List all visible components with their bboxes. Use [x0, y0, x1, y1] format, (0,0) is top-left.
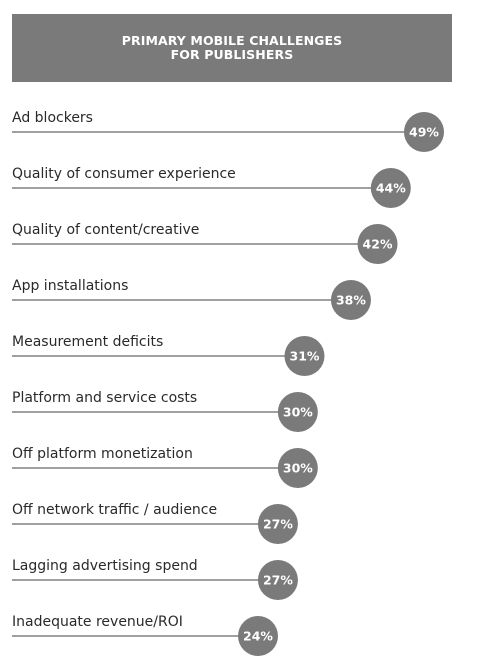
value-marker	[370, 168, 411, 208]
chart-title-line-2: FOR PUBLISHERS	[170, 47, 294, 62]
category-label: Inadequate revenue/ROI	[12, 614, 183, 630]
category-label: Off platform monetization	[12, 446, 193, 462]
value-marker	[404, 112, 444, 152]
category-label: Off network traffic / audience	[12, 502, 217, 518]
value-marker	[330, 280, 371, 320]
value-marker	[257, 560, 298, 600]
value-label: 44%	[376, 181, 406, 196]
bar-row: Quality of consumer experience 44%	[12, 166, 411, 208]
category-label: Quality of consumer experience	[12, 166, 236, 182]
bar-row: Inadequate revenue/ROI 24%	[12, 614, 278, 656]
value-label: 27%	[263, 573, 293, 588]
category-label: Lagging advertising spend	[12, 558, 198, 574]
value-marker	[238, 616, 278, 656]
bar-row: Measurement deficits 31%	[12, 334, 325, 376]
value-label: 31%	[290, 349, 320, 364]
value-label: 27%	[263, 517, 293, 532]
value-label: 30%	[283, 461, 313, 476]
category-label: Platform and service costs	[12, 390, 197, 406]
bar-row: App installations 38%	[12, 278, 371, 320]
chart-title: PRIMARY MOBILE CHALLENGES FOR PUBLISHERS	[12, 14, 452, 82]
category-label: Measurement deficits	[12, 334, 163, 350]
value-marker	[357, 224, 398, 264]
bar-row: Off network traffic / audience 27%	[12, 502, 298, 544]
chart-title-line-1: PRIMARY MOBILE CHALLENGES	[121, 33, 343, 48]
bar-row: Off platform monetization 30%	[12, 446, 318, 488]
category-label: Quality of content/creative	[12, 222, 199, 238]
value-marker	[257, 504, 298, 544]
value-label: 38%	[336, 293, 366, 308]
value-label: 42%	[363, 237, 393, 252]
value-marker	[277, 448, 318, 488]
value-marker	[284, 336, 325, 376]
value-label: 30%	[283, 405, 313, 420]
value-label: 24%	[243, 629, 273, 644]
category-label: App installations	[12, 278, 128, 294]
value-marker	[277, 392, 318, 432]
category-label: Ad blockers	[12, 110, 93, 126]
bar-row: Quality of content/creative 42%	[12, 222, 398, 264]
bar-row: Ad blockers 49%	[12, 110, 444, 152]
bar-row: Lagging advertising spend 27%	[12, 558, 298, 600]
value-label: 49%	[409, 125, 439, 140]
bar-row: Platform and service costs 30%	[12, 390, 318, 432]
